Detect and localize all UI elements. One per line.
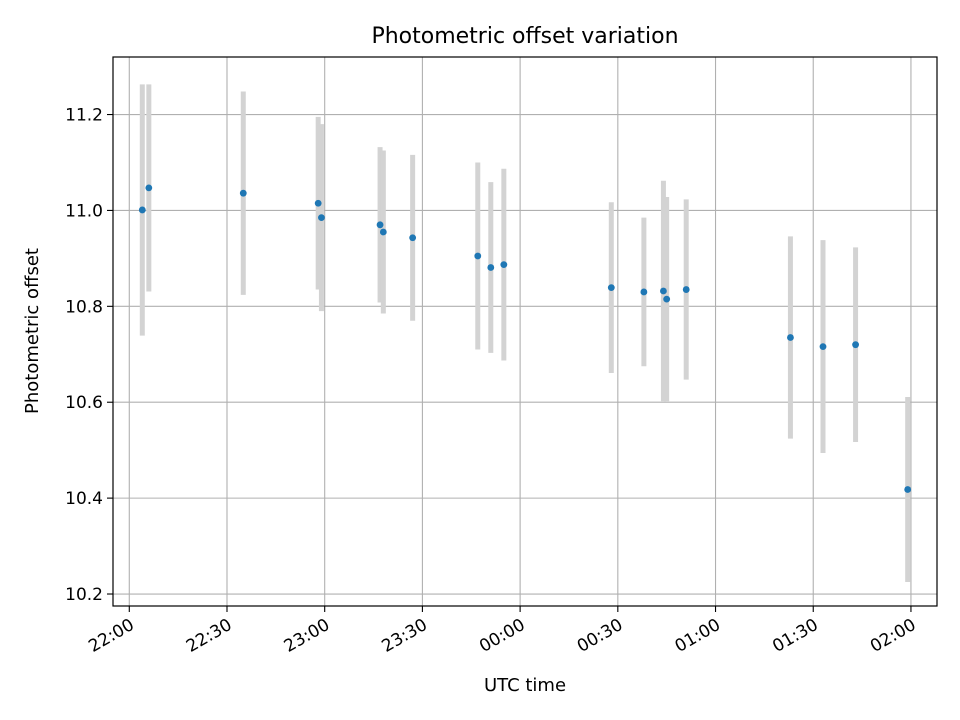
y-tick-label: 11.0 bbox=[65, 201, 103, 221]
chart-title: Photometric offset variation bbox=[371, 24, 678, 49]
grid bbox=[113, 57, 937, 606]
y-tick-label: 10.4 bbox=[65, 489, 103, 509]
data-point bbox=[663, 295, 671, 303]
data-point bbox=[379, 228, 387, 236]
data-point bbox=[819, 343, 827, 351]
data-point bbox=[239, 189, 247, 197]
data-point bbox=[640, 288, 648, 296]
data-points bbox=[138, 184, 912, 493]
y-tick-label: 10.6 bbox=[65, 393, 103, 413]
data-point bbox=[138, 206, 146, 214]
x-axis-label: UTC time bbox=[484, 675, 566, 696]
plot-frame bbox=[112, 56, 938, 607]
data-point bbox=[474, 252, 482, 260]
y-tick-label: 10.2 bbox=[65, 585, 103, 605]
data-point bbox=[787, 334, 794, 341]
y-tick-label: 11.2 bbox=[65, 106, 103, 126]
data-point bbox=[682, 286, 690, 293]
y-tick-label: 10.8 bbox=[65, 297, 103, 317]
data-point bbox=[500, 261, 508, 269]
y-axis-ticks: 10.2 10.4 10.6 10.8 11.0 11.2 bbox=[65, 106, 113, 605]
data-point bbox=[409, 234, 417, 242]
data-point bbox=[607, 284, 615, 292]
data-point bbox=[487, 264, 495, 271]
y-axis-label: Photometric offset bbox=[22, 248, 43, 414]
data-point bbox=[852, 341, 859, 349]
data-point bbox=[376, 221, 384, 229]
data-point bbox=[904, 486, 912, 493]
data-point bbox=[660, 287, 667, 295]
data-point bbox=[145, 184, 153, 192]
data-point bbox=[314, 199, 322, 207]
data-point bbox=[318, 214, 325, 222]
